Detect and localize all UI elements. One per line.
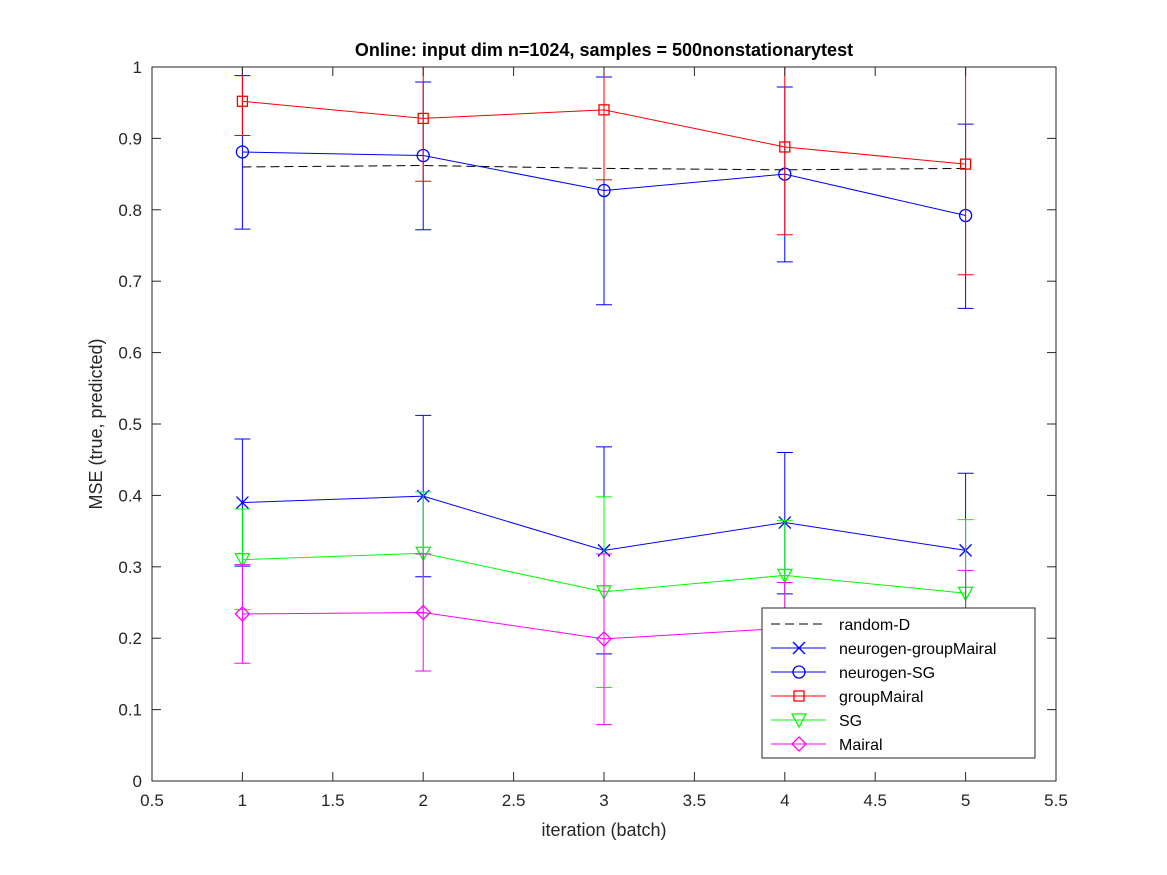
y-tick-label: 1 (133, 58, 142, 77)
series-groupMairal (234, 66, 974, 276)
point-groupMairal-5 (959, 158, 972, 170)
legend-label: SG (839, 713, 862, 730)
legend-entry-neurogen-SG: neurogen-SG (771, 665, 935, 682)
point-SG-1 (234, 553, 251, 569)
point-groupMairal-1 (236, 95, 249, 107)
point-groupMairal-2 (417, 112, 429, 125)
legend-entry-groupMairal: groupMairal (771, 689, 923, 706)
y-tick-label: 0.7 (118, 272, 142, 291)
point-neurogen-SG-1 (235, 145, 250, 159)
y-tick-label: 0.3 (118, 558, 142, 577)
x-tick-label: 2.5 (502, 791, 526, 810)
y-tick-label: 0 (133, 772, 142, 791)
y-tick-label: 0.1 (118, 701, 142, 720)
legend-marker (792, 665, 806, 679)
series-line-groupMairal (242, 100, 966, 165)
point-neurogen-groupMairal-1 (235, 496, 249, 509)
legend-label: neurogen-groupMairal (839, 641, 996, 658)
legend-label: random-D (839, 617, 910, 634)
legend-entry-random-D: random-D (771, 617, 910, 634)
x-tick-label: 2 (418, 791, 427, 810)
point-neurogen-SG-3 (597, 183, 611, 198)
x-tick-label: 5.5 (1044, 791, 1068, 810)
legend-marker (790, 713, 808, 729)
point-Mairal-3 (596, 630, 612, 647)
x-tick-label: 1.5 (321, 791, 345, 810)
y-tick-label: 0.2 (118, 629, 142, 648)
point-groupMairal-3 (598, 104, 610, 116)
legend-marker (792, 641, 806, 655)
series-line-random-D (242, 165, 966, 171)
legend-label: neurogen-SG (839, 665, 935, 682)
point-neurogen-groupMairal-1-stroke-b (235, 496, 249, 509)
x-tick-label: 1 (238, 791, 247, 810)
point-groupMairal-4 (779, 141, 791, 153)
x-tick-label: 4 (780, 791, 789, 810)
y-tick-label: 0.6 (118, 344, 142, 363)
x-tick-label: 0.5 (140, 791, 164, 810)
legend-marker (791, 736, 807, 752)
legend-marker-stroke-b (792, 641, 806, 655)
legend: random-D neurogen-groupMairal neurogen-SG g… (761, 607, 1036, 759)
x-tick-label: 4.5 (863, 791, 887, 810)
point-SG-4 (776, 568, 793, 584)
x-tick-label: 3 (599, 791, 608, 810)
legend-entry-SG: SG (771, 713, 862, 730)
y-tick-label: 0.9 (118, 129, 142, 148)
y-tick-label: 0.5 (118, 415, 142, 434)
legend-entry-neurogen-groupMairal: neurogen-groupMairal (771, 641, 996, 658)
point-Mairal-2 (415, 604, 432, 621)
legend-marker (793, 690, 805, 702)
legend-entry-Mairal: Mairal (771, 736, 883, 754)
legend-box (761, 607, 1036, 759)
x-tick-label: 5 (961, 791, 970, 810)
series-line-neurogen-SG (242, 151, 966, 216)
series-random-D (242, 165, 966, 171)
y-axis-label: MSE (true, predicted) (86, 338, 106, 509)
y-tick-label: 0.4 (118, 486, 142, 505)
y-tick-label: 0.8 (118, 201, 142, 220)
chart-title: Online: input dim n=1024, samples = 500n… (355, 40, 853, 60)
legend-label: groupMairal (839, 689, 923, 706)
x-tick-label: 3.5 (683, 791, 707, 810)
point-Mairal-1 (234, 606, 251, 622)
x-axis-label: iteration (batch) (541, 820, 666, 840)
legend-label: Mairal (839, 737, 883, 754)
axes: 0.5 1 1.5 2 2.5 3 3.5 4 4.5 5 5.5 0 0.1 0.2 0.3 0.4 0.5 0… (118, 58, 1067, 810)
